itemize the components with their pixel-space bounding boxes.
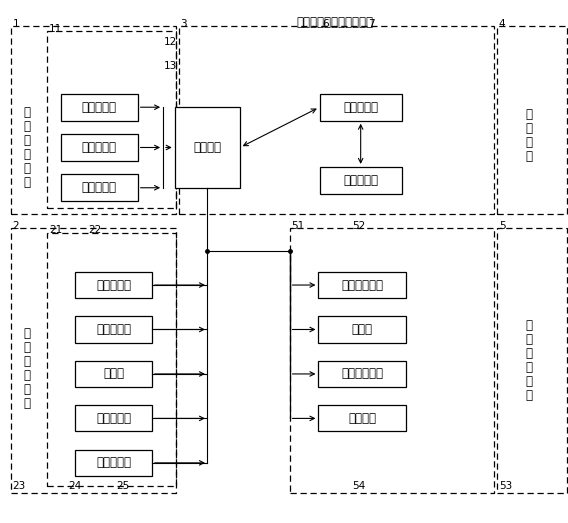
Text: 温度传感器: 温度传感器 [96,279,131,291]
Text: 3: 3 [181,19,187,29]
Text: 7: 7 [368,19,375,29]
Bar [318,316,407,343]
Text: 12: 12 [164,37,177,47]
Bar [319,94,402,121]
Text: 13: 13 [164,61,177,71]
Text: 视
频
录
像
模
块: 视 频 录 像 模 块 [24,106,31,189]
Text: 控
制
模
块: 控 制 模 块 [526,108,533,164]
Bar [11,228,176,493]
Text: 信号转换器: 信号转换器 [343,101,378,113]
Bar [497,26,567,214]
Bar [75,405,152,431]
Text: 枪机摄像头: 枪机摄像头 [82,101,117,113]
Text: 2: 2 [12,221,19,231]
Text: 54: 54 [352,481,365,491]
Bar [319,167,402,194]
Bar [497,228,567,493]
Text: 洒水装置: 洒水装置 [348,412,377,425]
Text: 25: 25 [116,481,130,491]
Bar [75,450,152,476]
Text: 智能视频摄像一体化网关: 智能视频摄像一体化网关 [296,16,374,29]
Text: 1: 1 [12,19,19,29]
Bar [47,31,176,208]
Bar [61,134,138,161]
Bar [179,26,494,214]
Bar [47,233,176,486]
Text: 21: 21 [49,225,62,235]
Text: 23: 23 [12,481,26,491]
Text: 4: 4 [499,19,506,29]
Text: 饲料添加装置: 饲料添加装置 [341,368,383,380]
Text: 烟雾报警器: 烟雾报警器 [96,457,131,469]
Text: 51: 51 [291,221,304,231]
Text: 24: 24 [68,481,81,491]
Bar [318,272,407,298]
Bar [175,107,240,188]
Bar [75,361,152,387]
Text: 53: 53 [499,481,512,491]
Text: 湿度传感器: 湿度传感器 [96,323,131,336]
Text: 称重传感器: 称重传感器 [96,412,131,425]
Text: 球状摄像头: 球状摄像头 [82,181,117,194]
Bar [75,316,152,343]
Text: 6: 6 [323,19,329,29]
Text: 体重计: 体重计 [103,368,124,380]
Bar [11,26,176,214]
Text: 22: 22 [88,225,101,235]
Bar [318,361,407,387]
Bar [75,272,152,298]
Text: 加湿器: 加湿器 [352,323,373,336]
Bar [61,94,138,121]
Bar [61,174,138,201]
Text: 智能网关: 智能网关 [193,141,222,154]
Text: 温度控制装置: 温度控制装置 [341,279,383,291]
Text: 5: 5 [499,221,506,231]
Text: 52: 52 [352,221,365,231]
Bar [290,228,494,493]
Text: 半球摄像头: 半球摄像头 [82,141,117,154]
Text: 调
控
装
置
模
块: 调 控 装 置 模 块 [526,320,533,402]
Text: 11: 11 [49,24,62,34]
Text: 电脑处理器: 电脑处理器 [343,174,378,187]
Bar [318,405,407,431]
Text: 数
据
采
集
模
块: 数 据 采 集 模 块 [24,327,31,410]
